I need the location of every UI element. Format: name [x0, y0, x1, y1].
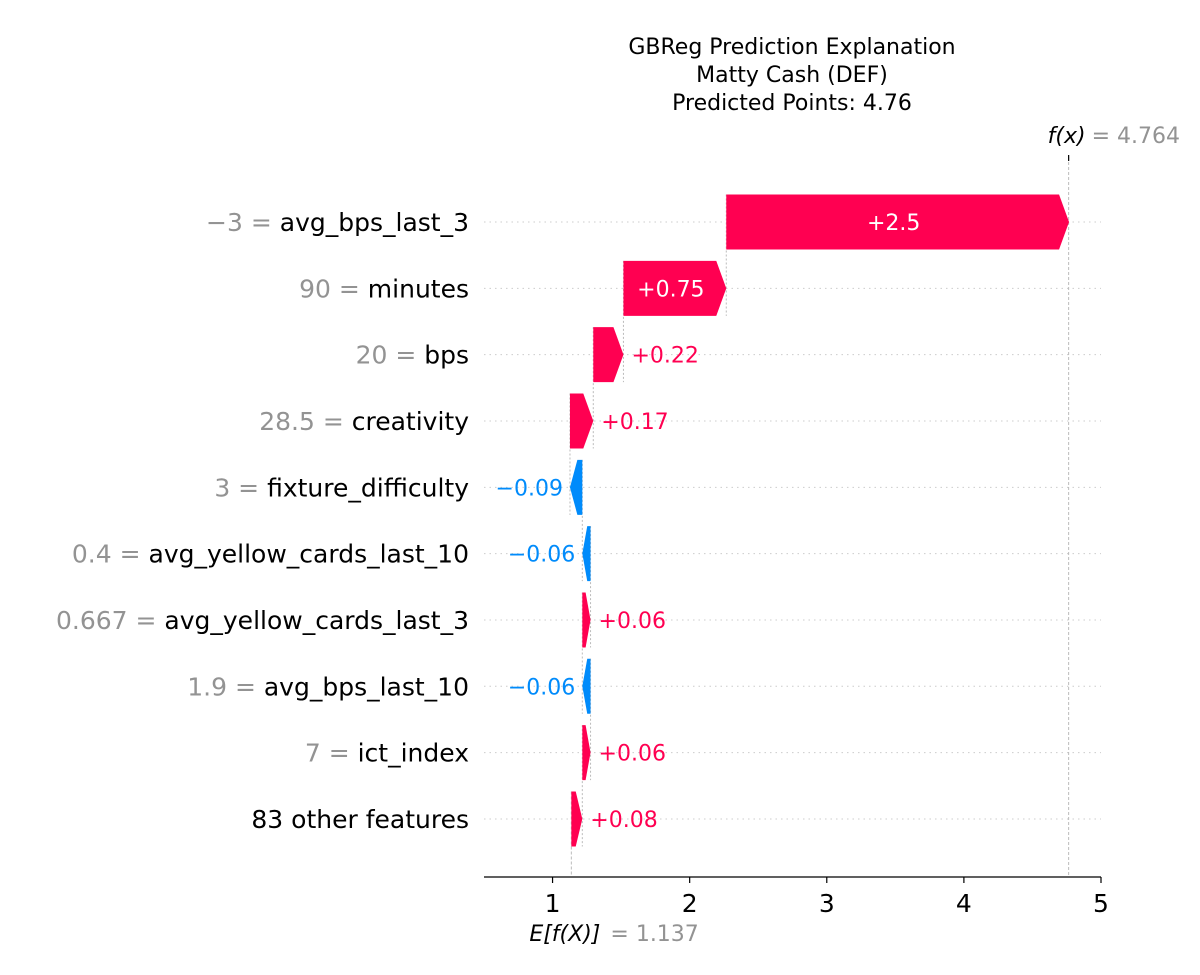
feature-value: 20: [356, 341, 388, 370]
contribution-bar: [582, 658, 591, 714]
feature-value: 7: [305, 739, 321, 768]
equals-sign: =: [315, 407, 352, 436]
x-axis: 1 2 3 4 5: [484, 876, 1109, 918]
equals-sign: =: [321, 739, 358, 768]
feature-name: avg_yellow_cards_last_3: [164, 606, 469, 635]
feature-label: 7 = ict_index: [305, 739, 469, 768]
contribution-label: +2.5: [867, 211, 920, 236]
feature-label: 83 other features: [251, 805, 469, 834]
feature-name: creativity: [352, 407, 469, 436]
contribution-label: +0.08: [590, 808, 657, 833]
feature-value: −3: [206, 208, 243, 237]
contribution-label: −0.09: [496, 476, 563, 501]
feature-label: 1.9 = avg_bps_last_10: [187, 672, 469, 701]
contribution-label: +0.17: [601, 410, 668, 435]
x-tick-label: 1: [545, 889, 561, 918]
feature-value: 28.5: [259, 407, 315, 436]
contribution-bar: [569, 459, 583, 515]
contribution-label: +0.22: [631, 344, 698, 369]
contribution-bar: [569, 393, 594, 449]
feature-label: 0.667 = avg_yellow_cards_last_3: [56, 606, 469, 635]
equals-sign: =: [243, 208, 280, 237]
feature-name: ict_index: [358, 739, 469, 768]
contribution-label: +0.06: [599, 609, 666, 634]
feature-label: 20 = bps: [356, 341, 469, 370]
x-tick-label: 2: [682, 889, 698, 918]
feature-label: 0.4 = avg_yellow_cards_last_10: [72, 540, 469, 569]
feature-label: 90 = minutes: [299, 274, 469, 303]
equals-sign: =: [387, 341, 424, 370]
contribution-bar: [593, 327, 624, 383]
chart-title-line-2: Matty Cash (DEF): [696, 63, 888, 88]
chart-title-line-1: GBReg Prediction Explanation: [628, 35, 955, 60]
contribution-bar: [623, 260, 727, 316]
contribution-label: −0.06: [508, 543, 575, 568]
feature-name: avg_yellow_cards_last_10: [149, 540, 470, 569]
equals-sign: =: [230, 473, 267, 502]
contribution-bar: [582, 526, 591, 582]
feature-label: 28.5 = creativity: [259, 407, 469, 436]
feature-value: 0.4: [72, 540, 112, 569]
equals-sign: =: [128, 606, 165, 635]
equals-sign: =: [227, 672, 264, 701]
x-tick-label: 4: [956, 889, 972, 918]
base-label-value: = 1.137: [610, 922, 698, 947]
feature-name: fixture_difficulty: [267, 473, 469, 502]
chart-title-line-3: Predicted Points: 4.76: [672, 91, 912, 116]
output-label-prefix: f(x): [1048, 124, 1086, 149]
contribution-bar: [571, 791, 583, 847]
base-value-label: E[f(X)] = 1.137: [529, 922, 698, 947]
feature-value: 1.9: [187, 672, 227, 701]
feature-name: 83 other features: [251, 805, 469, 834]
output-value-label: f(x) = 4.764: [1048, 124, 1180, 161]
feature-value: 0.667: [56, 606, 128, 635]
feature-value: 90: [299, 274, 331, 303]
base-label-prefix: E[f(X)]: [529, 922, 600, 947]
base-label: E[f(X)] = 1.137: [529, 922, 698, 947]
feature-name: avg_bps_last_10: [264, 672, 469, 701]
contribution-label: −0.06: [508, 675, 575, 700]
feature-value: 3: [214, 473, 230, 502]
row-gridlines: [484, 221, 1101, 820]
equals-sign: =: [331, 274, 368, 303]
equals-sign: =: [112, 540, 149, 569]
feature-name: minutes: [368, 274, 469, 303]
output-label-value: = 4.764: [1092, 124, 1180, 149]
contribution-label: +0.75: [637, 277, 704, 302]
contribution-bar: [726, 194, 1070, 250]
feature-name: bps: [424, 341, 469, 370]
contribution-label: +0.06: [599, 742, 666, 767]
feature-label: −3 = avg_bps_last_3: [206, 208, 469, 237]
contribution-bar: [582, 592, 591, 648]
feature-label: 3 = fixture_difficulty: [214, 473, 469, 502]
feature-name: avg_bps_last_3: [280, 208, 469, 237]
contribution-bars: +2.5 +0.75 +0.22 +0.17 −0.09 −0.06 +0.06 −0.06 +…: [496, 194, 1070, 847]
output-label: f(x) = 4.764: [1048, 124, 1180, 149]
x-tick-label: 3: [819, 889, 835, 918]
contribution-bar: [582, 725, 591, 781]
x-tick-label: 5: [1093, 889, 1109, 918]
